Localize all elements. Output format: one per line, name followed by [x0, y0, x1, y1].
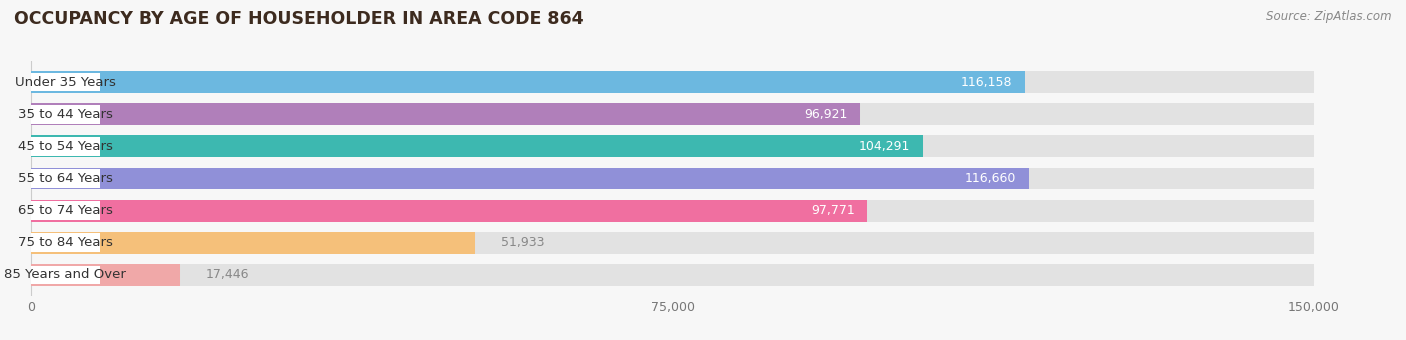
Text: 55 to 64 Years: 55 to 64 Years	[18, 172, 112, 185]
Text: 85 Years and Over: 85 Years and Over	[4, 268, 127, 282]
Text: 35 to 44 Years: 35 to 44 Years	[18, 108, 112, 121]
Bar	[31, 201, 100, 220]
Bar	[31, 169, 100, 188]
Bar	[31, 105, 100, 123]
Text: Source: ZipAtlas.com: Source: ZipAtlas.com	[1267, 10, 1392, 23]
Bar	[31, 200, 868, 222]
Text: Under 35 Years: Under 35 Years	[15, 75, 115, 89]
Bar	[31, 266, 100, 284]
Text: 75 to 84 Years: 75 to 84 Years	[18, 236, 112, 249]
Text: 104,291: 104,291	[859, 140, 910, 153]
Bar	[31, 200, 1315, 222]
Bar	[31, 264, 180, 286]
Bar	[31, 71, 1315, 93]
Text: OCCUPANCY BY AGE OF HOUSEHOLDER IN AREA CODE 864: OCCUPANCY BY AGE OF HOUSEHOLDER IN AREA …	[14, 10, 583, 28]
Text: 51,933: 51,933	[501, 236, 544, 249]
Bar	[31, 73, 100, 91]
Text: 65 to 74 Years: 65 to 74 Years	[18, 204, 112, 217]
Bar	[31, 137, 100, 156]
Text: 97,771: 97,771	[811, 204, 855, 217]
Text: 116,660: 116,660	[965, 172, 1017, 185]
Text: 96,921: 96,921	[804, 108, 848, 121]
Text: 17,446: 17,446	[207, 268, 249, 282]
Text: 45 to 54 Years: 45 to 54 Years	[18, 140, 112, 153]
Bar	[31, 234, 100, 252]
Bar	[31, 135, 1315, 157]
Bar	[31, 168, 1315, 189]
Bar	[31, 232, 1315, 254]
Bar	[31, 103, 1315, 125]
Bar	[31, 168, 1029, 189]
Bar	[31, 103, 860, 125]
Bar	[31, 264, 1315, 286]
Bar	[31, 71, 1025, 93]
Bar	[31, 232, 475, 254]
Bar	[31, 135, 924, 157]
Text: 116,158: 116,158	[960, 75, 1012, 89]
